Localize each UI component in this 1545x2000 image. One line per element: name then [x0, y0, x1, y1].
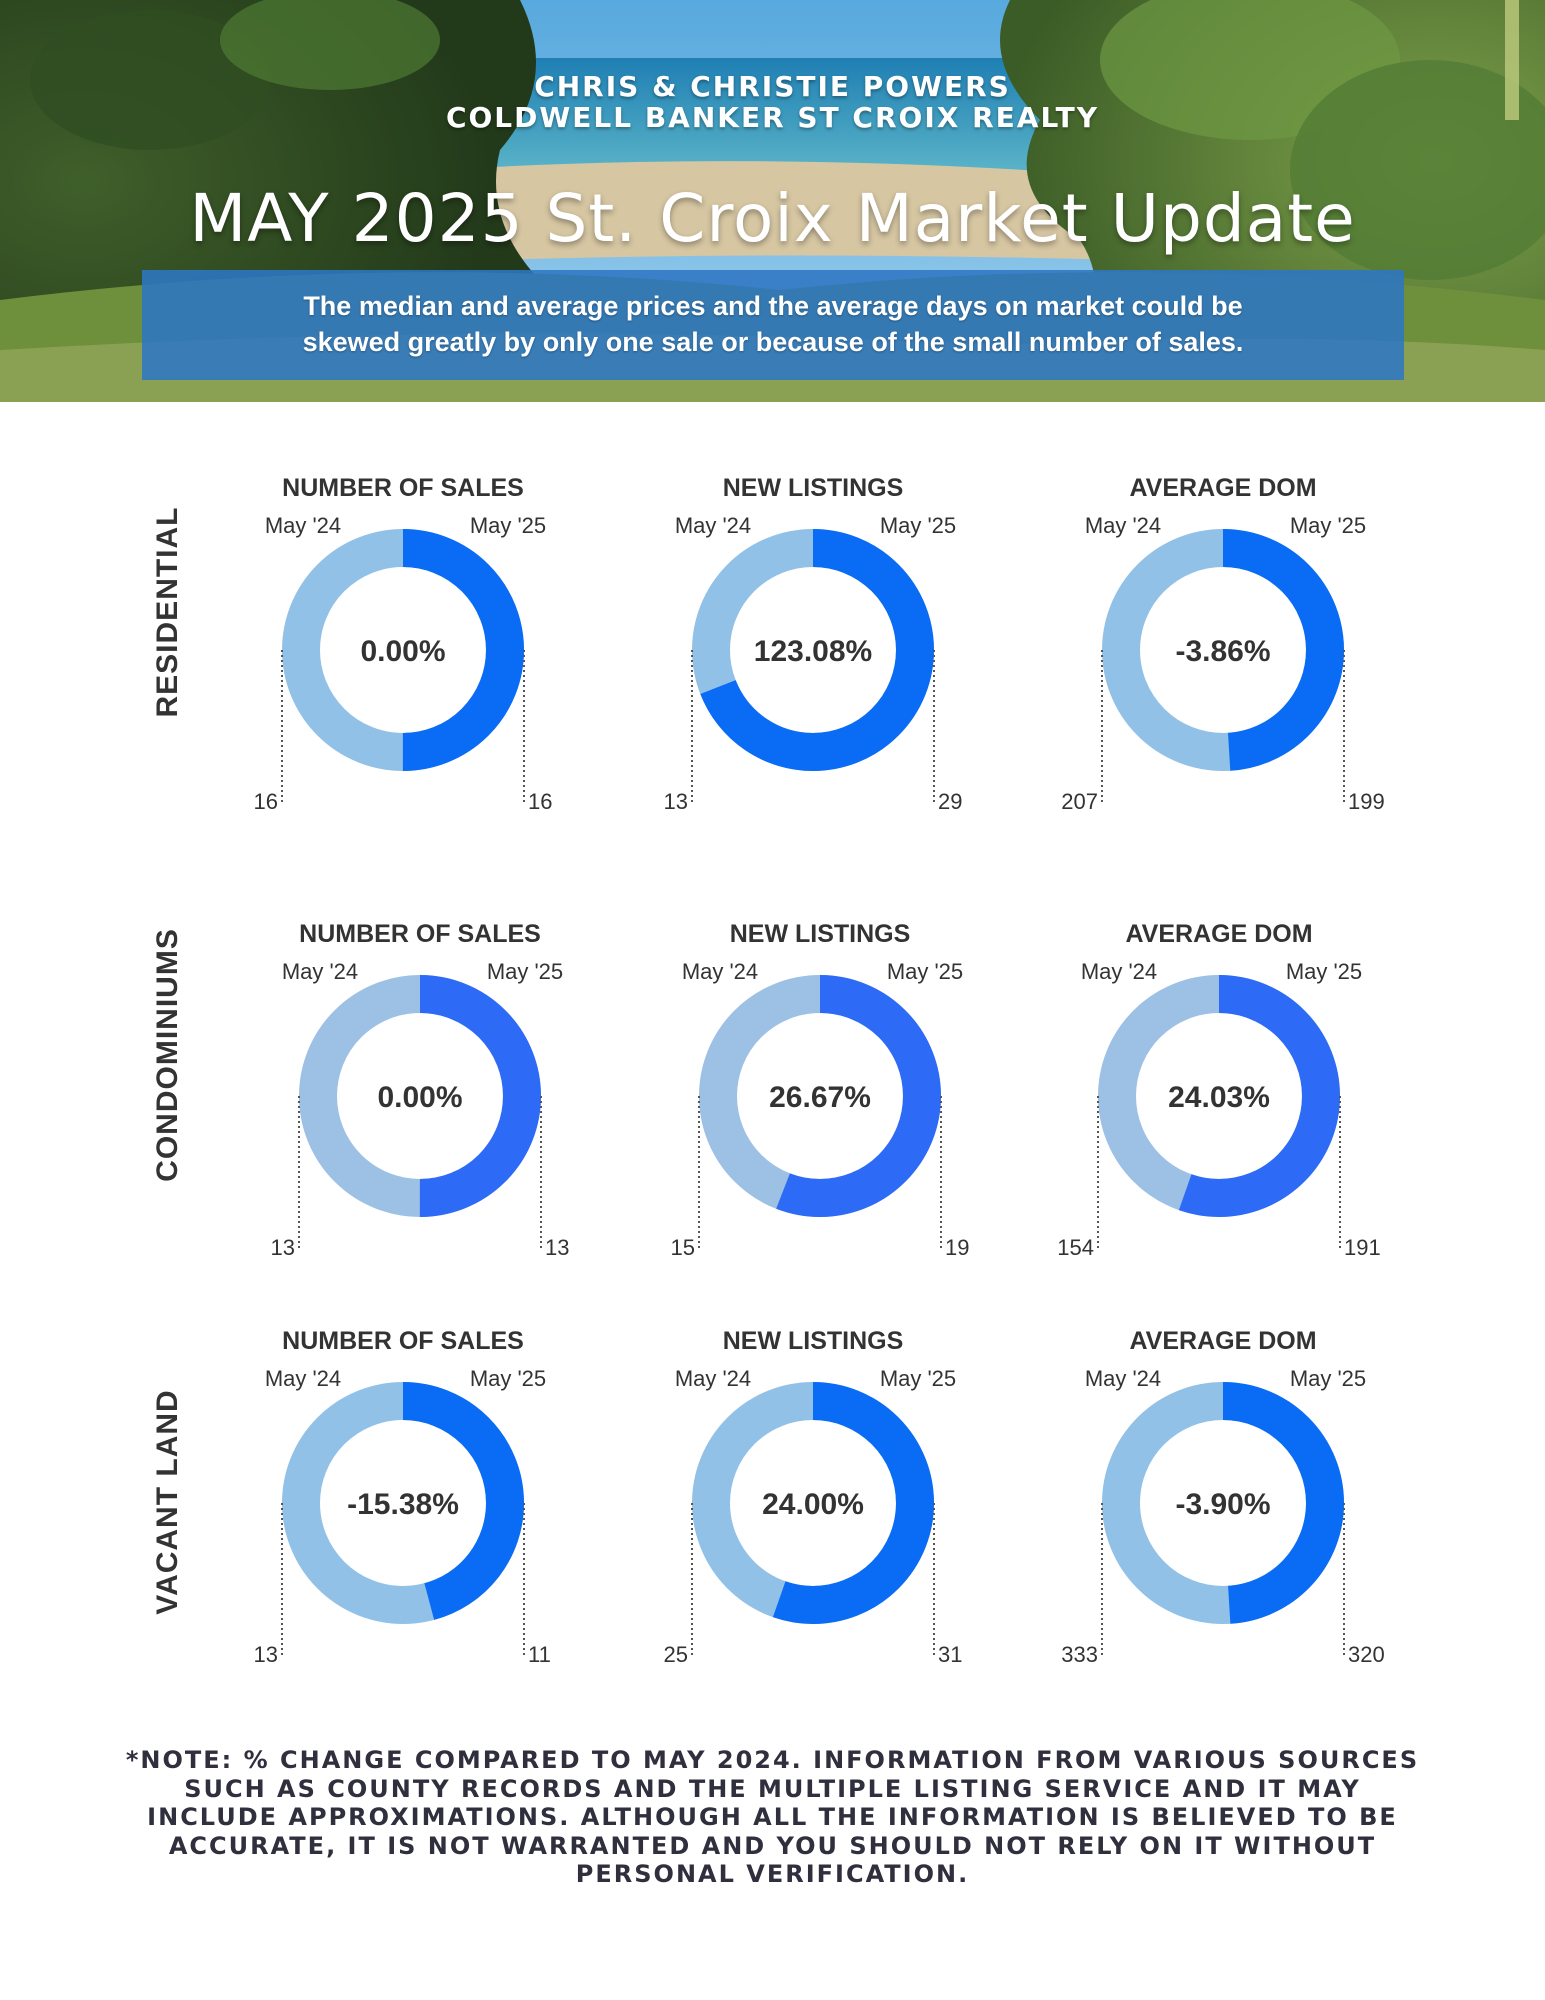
center-percent-label: 0.00%	[377, 1081, 462, 1114]
data-label-prev-year: 154	[1057, 1235, 1094, 1260]
data-label-curr-year: 199	[1348, 789, 1385, 814]
chart-title: NEW LISTINGS	[730, 920, 911, 948]
legend-label-prev-year: May '24	[682, 959, 758, 984]
agent-name: CHRIS & CHRISTIE POWERS	[534, 70, 1011, 103]
data-label-prev-year: 333	[1061, 1642, 1098, 1667]
section-label: VACANT LAND	[151, 1389, 184, 1614]
donut-slice-curr-year	[299, 975, 541, 1217]
data-label-prev-year: 25	[664, 1642, 688, 1667]
legend-label-prev-year: May '24	[1085, 1366, 1161, 1391]
chart-title: AVERAGE DOM	[1129, 474, 1316, 502]
chart-title: AVERAGE DOM	[1129, 1327, 1316, 1355]
chart-title: NUMBER OF SALES	[299, 920, 541, 948]
data-label-prev-year: 15	[671, 1235, 695, 1260]
legend-label-curr-year: May '25	[470, 1366, 546, 1391]
data-label-curr-year: 31	[938, 1642, 962, 1667]
center-percent-label: -15.38%	[347, 1488, 459, 1521]
disclaimer-line: The median and average prices and the av…	[303, 291, 1243, 321]
data-label-prev-year: 207	[1061, 789, 1098, 814]
chart-title: NUMBER OF SALES	[282, 474, 524, 502]
chart-title: AVERAGE DOM	[1125, 920, 1312, 948]
data-label-curr-year: 320	[1348, 1642, 1385, 1667]
legend-label-prev-year: May '24	[1085, 513, 1161, 538]
legend-label-curr-year: May '25	[470, 513, 546, 538]
donut-slice-curr-year	[1098, 975, 1340, 1217]
data-label-prev-year: 13	[254, 1642, 278, 1667]
donut-slice-curr-year	[1102, 1382, 1344, 1624]
legend-label-curr-year: May '25	[487, 959, 563, 984]
data-label-prev-year: 13	[664, 789, 688, 814]
center-percent-label: 24.00%	[762, 1488, 864, 1521]
footer-note-line: SUCH AS COUNTY RECORDS AND THE MULTIPLE …	[184, 1774, 1361, 1803]
legend-label-prev-year: May '24	[1081, 959, 1157, 984]
data-label-prev-year: 13	[271, 1235, 295, 1260]
legend-label-prev-year: May '24	[265, 513, 341, 538]
legend-label-prev-year: May '24	[282, 959, 358, 984]
legend-label-curr-year: May '25	[1286, 959, 1362, 984]
hero-banner: CHRIS & CHRISTIE POWERS COLDWELL BANKER …	[0, 0, 1545, 402]
footer-note-line: PERSONAL VERIFICATION.	[575, 1860, 970, 1888]
chart-title: NEW LISTINGS	[723, 474, 904, 502]
page-title: MAY 2025 St. Croix Market Update	[189, 180, 1356, 257]
data-label-curr-year: 11	[528, 1642, 551, 1667]
footer-note-line: ACCURATE, IT IS NOT WARRANTED AND YOU SH…	[168, 1831, 1377, 1860]
legend-label-curr-year: May '25	[887, 959, 963, 984]
data-label-curr-year: 16	[528, 789, 552, 814]
disclaimer-line: skewed greatly by only one sale or becau…	[302, 327, 1244, 357]
section-label: CONDOMINIUMS	[151, 928, 184, 1182]
legend-label-curr-year: May '25	[1290, 513, 1366, 538]
legend-label-curr-year: May '25	[880, 513, 956, 538]
data-label-prev-year: 16	[254, 789, 278, 814]
center-percent-label: -3.90%	[1175, 1488, 1270, 1521]
donut-slice-curr-year	[699, 975, 941, 1217]
section-label: RESIDENTIAL	[151, 506, 184, 717]
donut-slice-curr-year	[692, 529, 934, 771]
donut-slice-curr-year	[282, 1382, 524, 1624]
legend-label-prev-year: May '24	[675, 513, 751, 538]
legend-label-prev-year: May '24	[675, 1366, 751, 1391]
footer-note-line: *NOTE: % CHANGE COMPARED TO MAY 2024. IN…	[125, 1746, 1420, 1774]
center-percent-label: 26.67%	[769, 1081, 871, 1114]
center-percent-label: 123.08%	[754, 635, 872, 668]
chart-title: NEW LISTINGS	[723, 1327, 904, 1355]
legend-label-curr-year: May '25	[880, 1366, 956, 1391]
legend-label-curr-year: May '25	[1290, 1366, 1366, 1391]
data-label-curr-year: 19	[945, 1235, 969, 1260]
center-percent-label: 24.03%	[1168, 1081, 1270, 1114]
chart-title: NUMBER OF SALES	[282, 1327, 524, 1355]
brokerage-name: COLDWELL BANKER ST CROIX REALTY	[445, 101, 1100, 134]
center-percent-label: 0.00%	[360, 635, 445, 668]
footer-note: *NOTE: % CHANGE COMPARED TO MAY 2024. IN…	[90, 1746, 1455, 1889]
footer-note-line: INCLUDE APPROXIMATIONS. ALTHOUGH ALL THE…	[147, 1803, 1398, 1831]
data-label-curr-year: 191	[1344, 1235, 1381, 1260]
donut-slice-curr-year	[282, 529, 524, 771]
donut-slice-curr-year	[1102, 529, 1344, 771]
data-label-curr-year: 29	[938, 789, 962, 814]
data-label-curr-year: 13	[545, 1235, 569, 1260]
disclaimer-box: The median and average prices and the av…	[142, 270, 1404, 380]
legend-label-prev-year: May '24	[265, 1366, 341, 1391]
donut-slice-curr-year	[692, 1382, 934, 1624]
center-percent-label: -3.86%	[1175, 635, 1270, 668]
